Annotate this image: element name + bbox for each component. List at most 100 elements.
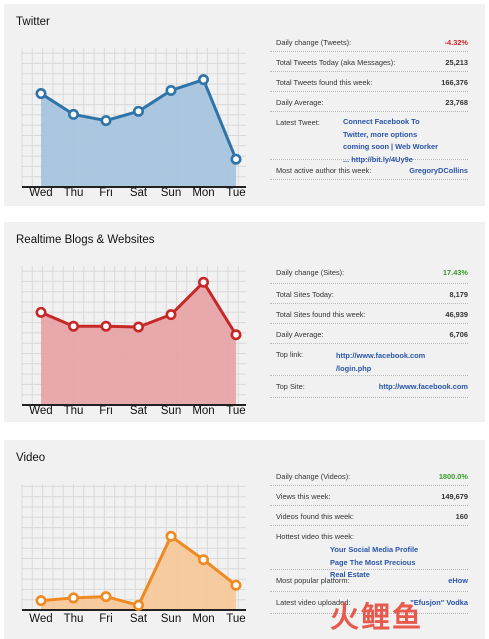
tick-label: Sun: [161, 187, 181, 199]
blogs-panel: Realtime Blogs & Websites Wed Thu Fri Sat Su…: [4, 222, 485, 422]
stat-label: Total Tweets Today (aka Messages):: [276, 58, 396, 67]
stat-link[interactable]: Your Social Media Profile Page The Most P…: [330, 544, 418, 582]
stat-value: 160: [455, 512, 468, 521]
stat-row: Total Sites Today: 8,179: [270, 284, 468, 304]
stat-link-line[interactable]: Your Social Media Profile: [330, 545, 419, 554]
series-area: [41, 79, 236, 187]
stat-label: Total Sites Today:: [276, 290, 334, 299]
data-point: [165, 309, 177, 321]
watermark-logo: 火鲤鱼: [330, 600, 424, 634]
stat-label: Videos found this week:: [276, 512, 354, 521]
tick-label: Fri: [99, 405, 112, 417]
data-point: [198, 74, 210, 86]
stat-label: Daily change (Sites):: [276, 268, 345, 277]
stat-value: 1800.0%: [438, 472, 468, 481]
panel-title: Video: [16, 452, 46, 464]
panel-title: Realtime Blogs & Websites: [16, 234, 155, 246]
stat-link[interactable]: http://www.facebook.com/login.php: [336, 350, 425, 375]
stat-row: Most popular platform: eHow: [270, 570, 468, 592]
stat-row: Most active author this week: GregoryDCol…: [270, 160, 468, 180]
stat-link-line[interactable]: coming soon | Web Worker: [343, 142, 439, 151]
data-point: [100, 115, 112, 127]
tick-label: Thu: [64, 613, 84, 625]
data-point: [133, 599, 145, 611]
stat-value: 6,706: [449, 330, 469, 339]
stat-link-line[interactable]: ... http://bit.ly/4Uy9e: [343, 154, 413, 164]
stat-link-line[interactable]: Real Estate: [330, 570, 370, 579]
stat-label: Total Tweets found this week:: [276, 78, 373, 87]
data-point: [35, 88, 47, 100]
stat-label: Views this week:: [276, 492, 331, 501]
tick-label: Sun: [161, 405, 181, 417]
tick-label: Fri: [99, 613, 112, 625]
stat-value: 25,213: [445, 58, 468, 67]
tick-label: Mon: [192, 613, 214, 625]
stat-value[interactable]: http://www.facebook.com: [378, 382, 468, 391]
stat-row: Daily Average: 23,768: [270, 92, 468, 112]
stat-link[interactable]: Connect Facebook To Twitter, more options…: [343, 116, 438, 166]
stat-label: Most active author this week:: [276, 166, 372, 175]
data-point: [230, 153, 242, 165]
data-point: [133, 105, 145, 117]
tick-label: Fri: [99, 187, 112, 199]
stat-value: 17.43%: [442, 268, 468, 277]
stat-value[interactable]: GregoryDCollins: [409, 166, 468, 175]
stat-value[interactable]: eHow: [448, 576, 468, 585]
video-chart: Wed Thu Fri Sat Sun Mon Tue: [21, 484, 246, 625]
tick-label: Wed: [29, 405, 52, 417]
panel-title: Twitter: [16, 16, 50, 28]
stat-label: Total Sites found this week:: [276, 310, 366, 319]
stat-label: Most popular platform:: [276, 576, 350, 585]
tick-label: Sat: [130, 187, 148, 199]
twitter-stats: Daily change (Tweets): -4.32% Total Tweets…: [270, 32, 468, 180]
blogs-stats: Daily change (Sites): 17.43% Total Sites T…: [270, 262, 468, 398]
data-point: [230, 329, 242, 341]
stat-link-line[interactable]: http://www.facebook.com: [336, 351, 426, 360]
video-stats: Daily change (Videos): 1800.0% Views this …: [270, 466, 468, 614]
tick-label: Wed: [29, 187, 52, 199]
data-point: [100, 320, 112, 332]
stat-row: Latest Tweet: Connect Facebook To Twitter,…: [270, 112, 468, 164]
stat-value: 23,768: [445, 98, 468, 107]
stat-value: 149,679: [441, 492, 468, 501]
stat-label: Hottest video this week:: [276, 532, 355, 541]
stat-row: Views this week: 149,679: [270, 486, 468, 506]
stat-row: Daily change (Sites): 17.43%: [270, 262, 468, 284]
stat-value: 166,376: [441, 78, 468, 87]
stat-link-line[interactable]: Connect Facebook To: [343, 117, 420, 126]
stat-row: Videos found this week: 160: [270, 506, 468, 526]
stat-row: Total Tweets Today (aka Messages): 25,213: [270, 52, 468, 72]
series-area: [41, 536, 236, 610]
stat-label: Top link:: [276, 350, 304, 359]
data-point: [35, 595, 47, 607]
stat-label: Latest video uploaded:: [276, 598, 351, 607]
data-point: [68, 108, 80, 120]
tick-label: Sat: [130, 405, 148, 417]
tick-label: Thu: [64, 187, 84, 199]
stat-value: 8,179: [449, 290, 469, 299]
data-point: [133, 321, 145, 333]
stat-row: Total Tweets found this week: 166,376: [270, 72, 468, 92]
tick-label: Tue: [226, 187, 245, 199]
series-area: [41, 282, 236, 405]
data-point: [198, 554, 210, 566]
tick-label: Mon: [192, 405, 214, 417]
data-point: [68, 592, 80, 604]
stat-label: Top Site:: [276, 382, 305, 391]
stat-row: Daily change (Tweets): -4.32%: [270, 32, 468, 52]
stat-label: Daily change (Tweets):: [276, 38, 352, 47]
stat-link-line[interactable]: Twitter, more options: [343, 129, 418, 139]
stat-link-line[interactable]: Page The Most Precious: [330, 557, 416, 567]
stat-row: Hottest video this week: Your Social Medi…: [270, 526, 468, 579]
stat-link-line[interactable]: /login.php: [336, 363, 372, 373]
stat-label: Daily Average:: [276, 98, 324, 107]
video-panel: Video Wed Thu Fri Sat Sun Mon Tue Daily change…: [4, 440, 485, 639]
stat-row: Daily change (Videos): 1800.0%: [270, 466, 468, 486]
stat-value[interactable]: "Efusjon" Vodka: [410, 598, 468, 607]
tick-label: Wed: [29, 613, 52, 625]
stat-row: Daily Average: 6,706: [270, 324, 468, 344]
tick-label: Tue: [226, 613, 245, 625]
twitter-panel: Twitter Wed Thu Fri Sat Sun Mon Tue Daily chan…: [4, 4, 485, 206]
data-point: [35, 306, 47, 318]
tick-label: Mon: [192, 187, 214, 199]
